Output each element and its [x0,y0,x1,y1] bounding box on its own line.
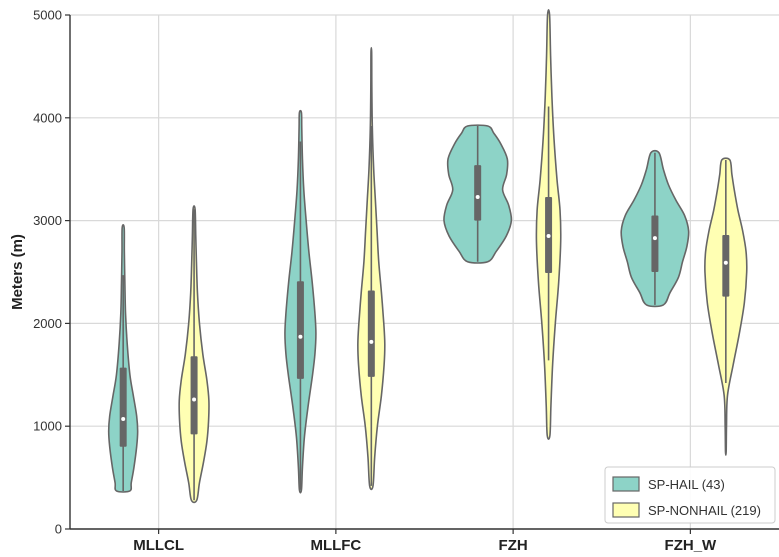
x-tick-label: MLLFC [310,537,361,554]
x-tick-label: FZH [499,537,528,554]
violins [107,9,748,504]
y-tick-label: 4000 [33,110,62,125]
violin-median-dot [546,234,551,239]
violin-iqr-box [367,290,375,377]
legend-swatch [612,476,640,492]
axes [69,15,779,530]
violin-median-dot [298,334,303,339]
y-axis-title: Meters (m) [9,234,26,310]
violin-iqr-box [296,281,304,379]
y-tick-label: 1000 [33,419,62,434]
legend-label: SP-HAIL (43) [648,477,725,492]
violin-median-dot [121,417,126,422]
x-axis-ticks: MLLCL MLLFC FZH FZH_W [133,529,717,554]
violin-iqr-box [119,367,127,447]
y-tick-label: 0 [55,522,62,537]
x-tick-label: MLLCL [133,537,184,554]
y-axis-ticks: 0 1000 2000 3000 4000 5000 [33,8,70,537]
violin-median-dot [723,260,728,265]
violin-median-dot [652,236,657,241]
legend-swatch [612,502,640,518]
legend-label: SP-NONHAIL (219) [648,503,761,518]
x-tick-label: FZH_W [665,537,718,554]
y-tick-label: 5000 [33,8,62,23]
violin-median-dot [475,194,480,199]
violin-iqr-box [722,234,730,297]
legend-box [604,466,776,524]
violin-iqr-box [651,215,659,272]
violin-median-dot [192,397,197,402]
violin-iqr-box [474,165,482,221]
y-tick-label: 3000 [33,213,62,228]
violin-median-dot [369,339,374,344]
legend: SP-HAIL (43) SP-NONHAIL (219) [604,466,776,524]
violin-iqr-box [190,356,198,435]
y-tick-label: 2000 [33,316,62,331]
